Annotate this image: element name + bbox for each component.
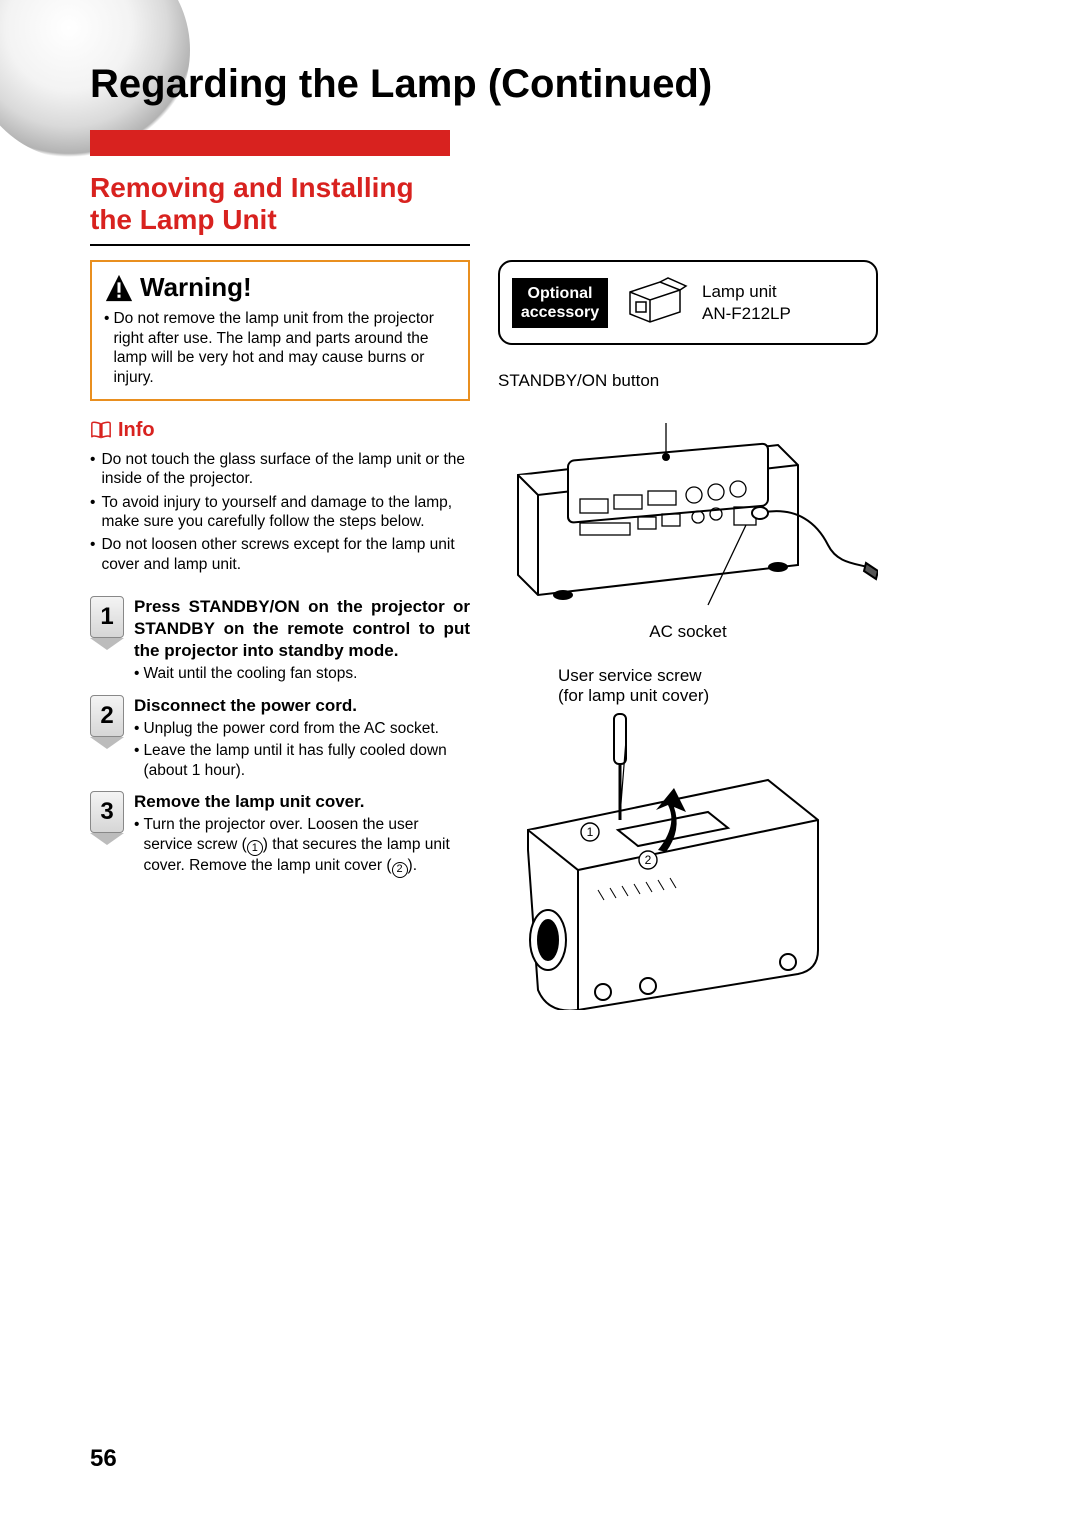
warning-heading-text: Warning! [140, 272, 252, 303]
warning-box: Warning! •Do not remove the lamp unit fr… [90, 260, 470, 401]
diagram1-label-top: STANDBY/ON button [498, 371, 878, 391]
callout-1: 1 [587, 825, 594, 839]
info-item: Do not touch the glass surface of the la… [101, 450, 470, 489]
projector-bottom-diagram: 1 2 [498, 710, 878, 1010]
section-accent-bar [90, 130, 450, 156]
section-rule [90, 244, 470, 246]
content-area: Removing and Installing the Lamp Unit Wa… [90, 130, 990, 1015]
accessory-label: Optional accessory [512, 278, 608, 328]
page-title: Regarding the Lamp (Continued) [90, 62, 712, 107]
warning-heading: Warning! [104, 272, 456, 303]
callout-2: 2 [645, 853, 652, 867]
step-1-sub: Wait until the cooling fan stops. [143, 664, 357, 684]
right-column: Optional accessory Lamp unit [498, 260, 878, 1015]
section-title-line2: the Lamp Unit [90, 204, 277, 235]
step-arrow-icon [90, 638, 124, 650]
step-3-sub: Turn the projector over. Loosen the user… [143, 815, 470, 877]
circled-1-icon: 1 [247, 840, 263, 856]
step-2-sub: Leave the lamp until it has fully cooled… [143, 741, 470, 781]
step-1: 1 Press STANDBY/ON on the projector or S… [90, 596, 470, 684]
circled-2-icon: 2 [392, 862, 408, 878]
step-number: 2 [90, 695, 124, 737]
info-heading-text: Info [118, 419, 155, 442]
info-item: To avoid injury to yourself and damage t… [101, 493, 470, 532]
info-item: Do not loosen other screws except for th… [101, 535, 470, 574]
diagram1-label-bottom: AC socket [498, 622, 878, 642]
step-2-title: Disconnect the power cord. [134, 695, 470, 717]
info-list: •Do not touch the glass surface of the l… [90, 450, 470, 574]
warning-icon [104, 273, 134, 303]
accessory-text: Lamp unit AN-F212LP [702, 281, 791, 325]
warning-body-text: Do not remove the lamp unit from the pro… [113, 309, 456, 387]
step-number: 1 [90, 596, 124, 638]
left-column: Warning! •Do not remove the lamp unit fr… [90, 260, 470, 1015]
lamp-unit-icon [620, 272, 690, 333]
step-arrow-icon [90, 737, 124, 749]
diagram2-label: User service screw (for lamp unit cover) [558, 666, 878, 706]
warning-body: •Do not remove the lamp unit from the pr… [104, 309, 456, 387]
projector-rear-diagram [498, 395, 878, 625]
info-heading: Info [90, 419, 470, 442]
step-1-title: Press STANDBY/ON on the projector or STA… [134, 596, 470, 662]
book-icon [90, 420, 112, 440]
step-number: 3 [90, 791, 124, 833]
step-3-title: Remove the lamp unit cover. [134, 791, 470, 813]
step-arrow-icon [90, 833, 124, 845]
step-3: 3 Remove the lamp unit cover. • Turn the… [90, 791, 470, 878]
section-title: Removing and Installing the Lamp Unit [90, 172, 990, 236]
step-2-sub: Unplug the power cord from the AC socket… [143, 719, 439, 739]
section-title-line1: Removing and Installing [90, 172, 414, 203]
accessory-box: Optional accessory Lamp unit [498, 260, 878, 345]
page-number: 56 [90, 1445, 117, 1473]
step-2: 2 Disconnect the power cord. •Unplug the… [90, 695, 470, 782]
